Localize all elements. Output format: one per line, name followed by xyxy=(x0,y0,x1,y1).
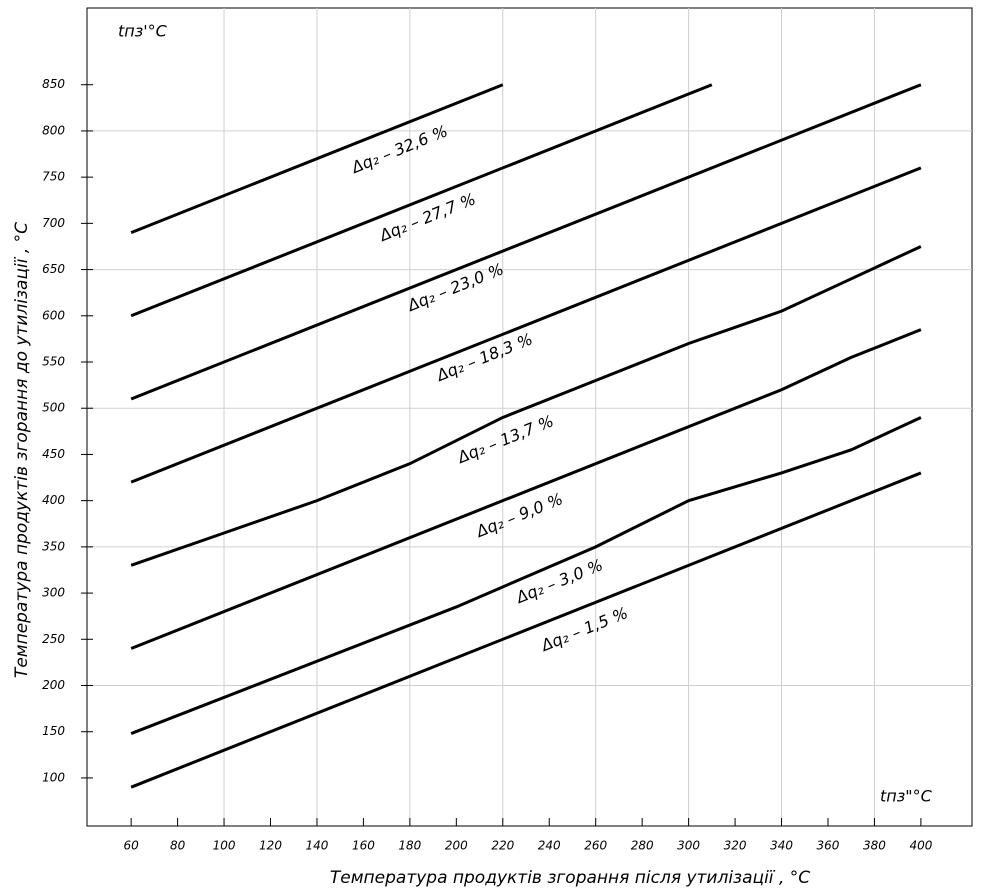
y-tick-label: 850 xyxy=(42,77,65,91)
line xyxy=(130,471,922,789)
x-tick-label: 400 xyxy=(909,839,932,853)
x-tick-label: 360 xyxy=(817,839,840,853)
line xyxy=(130,166,922,484)
y-axis-label: Температура продуктів згорання до утиліз… xyxy=(12,222,32,678)
x-tick-label: 220 xyxy=(491,839,514,853)
y-tick-label: 550 xyxy=(42,355,65,369)
y-tick-label: 150 xyxy=(42,724,65,738)
plot-frame xyxy=(86,7,973,827)
y-tick-label: 750 xyxy=(42,170,65,184)
x-tick-label: 120 xyxy=(259,839,282,853)
x-tick-label: 100 xyxy=(213,839,236,853)
x-tick-label: 200 xyxy=(445,839,468,853)
line-label: Δq₂ – 9,0 % xyxy=(472,489,566,542)
y-tick-label: 800 xyxy=(42,123,65,137)
x-tick-label: 140 xyxy=(306,839,329,853)
y-tick-label: 200 xyxy=(42,678,65,692)
y-tick-label: 500 xyxy=(42,401,65,415)
x-tick-label: 60 xyxy=(123,839,139,853)
y-axis-unit: tпз'°C xyxy=(118,22,168,41)
y-tick-label: 700 xyxy=(42,216,65,230)
x-tick-label: 300 xyxy=(677,839,700,853)
y-tick-label: 600 xyxy=(42,308,65,322)
x-tick-label: 80 xyxy=(170,839,186,853)
x-tick-label: 340 xyxy=(770,839,793,853)
x-tick-label: 380 xyxy=(863,839,886,853)
line-label: Δq₂ – 23,0 % xyxy=(403,259,506,315)
x-tick-label: 180 xyxy=(398,839,421,853)
y-tick-label: 400 xyxy=(42,493,65,507)
x-tick-label: 320 xyxy=(724,839,747,853)
line xyxy=(130,416,922,735)
line xyxy=(130,83,504,234)
y-tick-label: 450 xyxy=(42,447,65,461)
line xyxy=(130,83,713,318)
x-axis-unit: tпз"°C xyxy=(880,787,933,806)
x-tick-label: 240 xyxy=(538,839,561,853)
line-label: Δq₂ – 1,5 % xyxy=(537,603,631,656)
line-label: Δq₂ – 32,6 % xyxy=(347,121,450,177)
line xyxy=(130,245,922,567)
line xyxy=(130,83,922,401)
y-tick-label: 300 xyxy=(42,586,65,600)
x-tick-label: 280 xyxy=(631,839,654,853)
x-axis-label: Температура продуктів згорання після ути… xyxy=(330,868,810,888)
line xyxy=(130,328,922,650)
y-tick-label: 350 xyxy=(42,539,65,553)
y-tick-label: 100 xyxy=(42,770,65,784)
y-tick-label: 650 xyxy=(42,262,65,276)
x-tick-label: 260 xyxy=(584,839,607,853)
y-tick-label: 250 xyxy=(42,632,65,646)
x-tick-label: 160 xyxy=(352,839,375,853)
line-label: Δq₂ – 13,7 % xyxy=(453,411,556,467)
